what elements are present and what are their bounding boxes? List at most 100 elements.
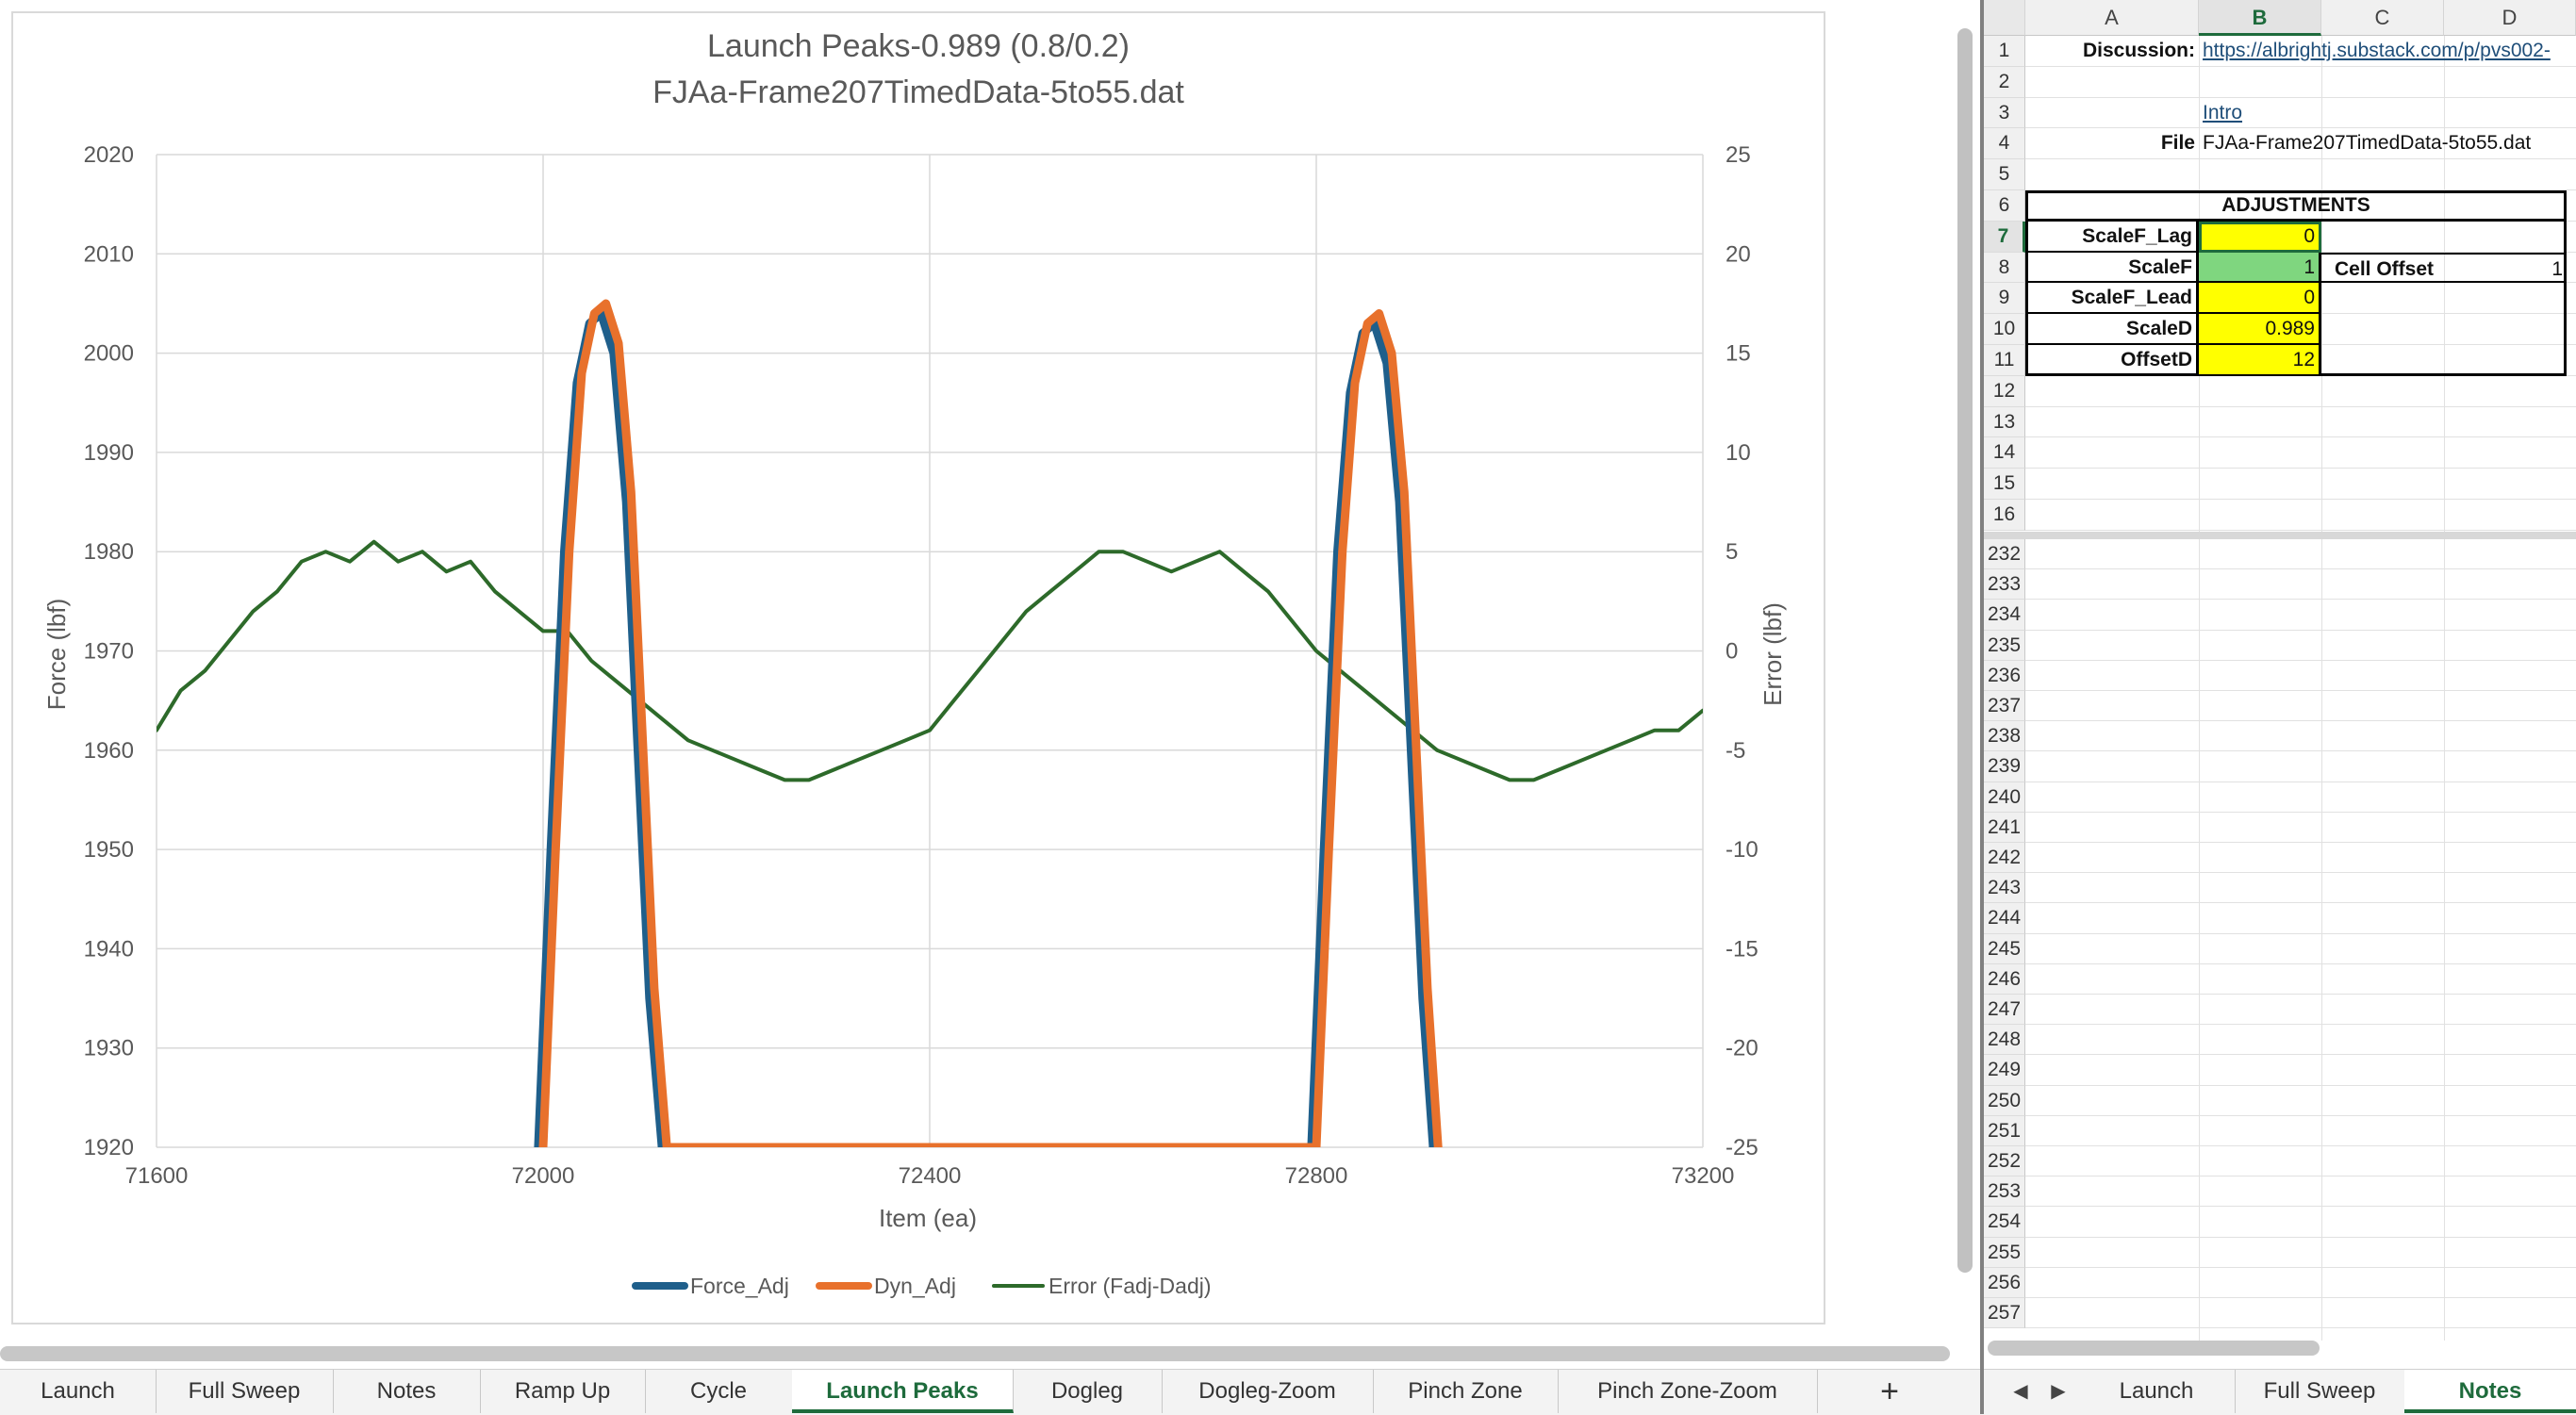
column-header-a[interactable]: A (2025, 0, 2199, 36)
y-tick-label: 1940 (84, 936, 134, 962)
tab-cycle[interactable]: Cycle (645, 1370, 793, 1413)
right-tab-full-sweep[interactable]: Full Sweep (2235, 1370, 2405, 1413)
cell-offset-label: Cell Offset (2321, 252, 2444, 284)
row-header[interactable]: 15 (1984, 469, 2025, 500)
tab-ramp-up[interactable]: Ramp Up (480, 1370, 646, 1413)
discussion-link[interactable]: https://albrightj.substack.com/p/pvs002- (2203, 40, 2551, 61)
row-header[interactable]: 3 (1984, 97, 2025, 129)
row-header[interactable]: 245 (1984, 933, 2025, 964)
tab-pinch-zone[interactable]: Pinch Zone (1373, 1370, 1559, 1413)
row-header[interactable]: 250 (1984, 1085, 2025, 1116)
row-header[interactable]: 9 (1984, 283, 2025, 315)
param-value-cell[interactable]: 12 (2199, 345, 2321, 376)
row-header[interactable]: 238 (1984, 721, 2025, 752)
row-header[interactable]: 249 (1984, 1055, 2025, 1086)
row-header[interactable]: 253 (1984, 1176, 2025, 1208)
horizontal-scrollbar[interactable] (0, 1346, 1950, 1361)
row-header[interactable]: 248 (1984, 1025, 2025, 1056)
right-tab-launch[interactable]: Launch (2078, 1370, 2236, 1413)
tab-launch-peaks[interactable]: Launch Peaks (792, 1370, 1014, 1413)
row-gridline (2025, 436, 2576, 438)
row-header[interactable]: 6 (1984, 190, 2025, 222)
tab-full-sweep[interactable]: Full Sweep (156, 1370, 334, 1413)
row-header[interactable]: 251 (1984, 1115, 2025, 1146)
tab-dogleg[interactable]: Dogleg (1013, 1370, 1163, 1413)
row-gridline (2025, 994, 2576, 995)
row-header[interactable]: 256 (1984, 1267, 2025, 1298)
row-gridline (2025, 629, 2576, 631)
param-label: ScaleF (2025, 252, 2199, 284)
file-value[interactable]: FJAa-Frame207TimedData-5to55.dat (2203, 132, 2532, 155)
vertical-scrollbar[interactable] (1957, 28, 1973, 1273)
row-header[interactable]: 242 (1984, 843, 2025, 874)
row-header[interactable]: 257 (1984, 1298, 2025, 1329)
row-header[interactable]: 8 (1984, 252, 2025, 284)
param-value-cell[interactable]: 0.989 (2199, 314, 2321, 345)
row-gridline (2025, 1114, 2576, 1116)
horizontal-scrollbar-right[interactable] (1988, 1341, 2320, 1356)
column-header-d[interactable]: D (2444, 0, 2576, 36)
series-line-1 (538, 299, 1443, 1147)
row-header[interactable]: 233 (1984, 569, 2025, 601)
col-gridline (2199, 539, 2200, 1341)
row-header[interactable]: 252 (1984, 1146, 2025, 1177)
row-header[interactable]: 232 (1984, 539, 2025, 570)
row-header[interactable]: 254 (1984, 1207, 2025, 1238)
param-label: ScaleF_Lag (2025, 221, 2199, 253)
row-header[interactable]: 12 (1984, 375, 2025, 407)
legend-entry-label: Dyn_Adj (874, 1274, 956, 1298)
row-header[interactable]: 246 (1984, 963, 2025, 995)
param-label: ScaleF_Lead (2025, 283, 2199, 315)
row-gridline (2025, 127, 2576, 129)
row-gridline (2025, 872, 2576, 874)
row-header[interactable]: 11 (1984, 345, 2025, 376)
row-gridline (2025, 599, 2576, 601)
row-header[interactable]: 234 (1984, 600, 2025, 631)
y-tick-label: 1920 (84, 1135, 134, 1160)
row-header[interactable]: 243 (1984, 873, 2025, 904)
row-header[interactable]: 235 (1984, 630, 2025, 661)
row-header[interactable]: 2 (1984, 66, 2025, 98)
row-header[interactable]: 4 (1984, 128, 2025, 160)
tab-launch[interactable]: Launch (0, 1370, 157, 1413)
tab-scroll-left-icon[interactable]: ◀ (2013, 1381, 2028, 1402)
right-tab-notes[interactable]: Notes (2404, 1370, 2576, 1413)
row-header[interactable]: 241 (1984, 812, 2025, 843)
tab-scroll-right-icon[interactable]: ▶ (2051, 1381, 2066, 1402)
chart-area[interactable]: Launch Peaks-0.989 (0.8/0.2) FJAa-Frame2… (11, 11, 1825, 1325)
discussion-label: Discussion: (2082, 40, 2195, 61)
y2-tick-label: 20 (1726, 241, 1751, 267)
row-header[interactable]: 1 (1984, 36, 2025, 67)
tab-dogleg-zoom[interactable]: Dogleg-Zoom (1162, 1370, 1374, 1413)
y2-tick-label: 10 (1726, 440, 1751, 466)
row-header[interactable]: 255 (1984, 1237, 2025, 1268)
row-header[interactable]: 5 (1984, 159, 2025, 190)
row-header[interactable]: 247 (1984, 995, 2025, 1026)
y-tick-label: 1980 (84, 539, 134, 565)
param-value-cell[interactable]: 1 (2199, 252, 2321, 284)
row-header[interactable]: 236 (1984, 660, 2025, 691)
row-header[interactable]: 14 (1984, 437, 2025, 469)
freeze-pane-divider[interactable] (1984, 532, 2576, 539)
row-header[interactable]: 10 (1984, 314, 2025, 345)
row-header[interactable]: 7 (1984, 221, 2025, 253)
row-header[interactable]: 13 (1984, 406, 2025, 438)
row-header[interactable]: 16 (1984, 500, 2025, 531)
row-header[interactable]: 239 (1984, 751, 2025, 782)
add-sheet-icon[interactable]: + (1880, 1374, 1899, 1409)
param-value-cell[interactable]: 0 (2199, 221, 2321, 253)
cell-offset-value[interactable]: 1 (2444, 252, 2567, 284)
column-header-b[interactable]: B (2199, 0, 2321, 36)
y2-tick-label: -25 (1726, 1135, 1759, 1160)
row-header[interactable]: 244 (1984, 903, 2025, 934)
tab-pinch-zone-zoom[interactable]: Pinch Zone-Zoom (1558, 1370, 1818, 1413)
column-header-c[interactable]: C (2321, 0, 2444, 36)
y2-tick-label: 25 (1726, 142, 1751, 168)
param-value-cell[interactable]: 0 (2199, 283, 2321, 315)
intro-link[interactable]: Intro (2203, 101, 2243, 123)
select-all-corner[interactable] (1984, 0, 2025, 36)
row-header[interactable]: 237 (1984, 691, 2025, 722)
tab-notes[interactable]: Notes (333, 1370, 481, 1413)
window-split-divider[interactable] (1980, 0, 1984, 1414)
row-header[interactable]: 240 (1984, 782, 2025, 813)
